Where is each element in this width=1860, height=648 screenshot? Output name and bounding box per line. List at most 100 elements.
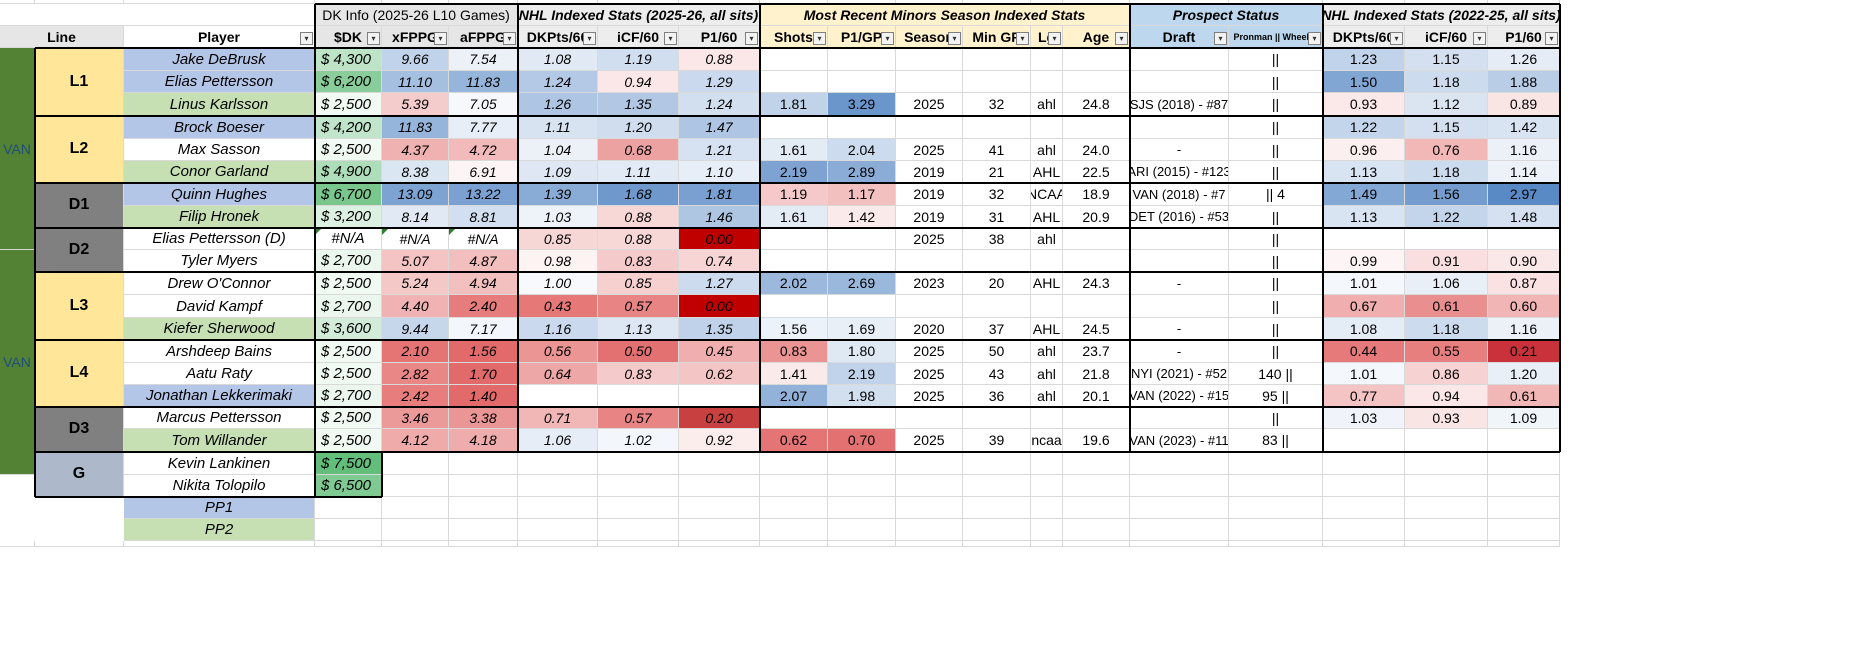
currency-symbol: $ [321, 73, 330, 90]
nhl-past-p160: 1.26 [1488, 48, 1560, 71]
player-name[interactable]: Jonathan Lekkerimaki [124, 385, 315, 407]
team-label: VAN [0, 250, 35, 475]
xfppg-value: 11.10 [382, 71, 449, 93]
filter-dropdown-icon[interactable]: ▾ [1048, 32, 1061, 45]
currency-symbol: $ [321, 297, 330, 315]
pronman-wheeler-value: 83 || [1229, 429, 1323, 452]
dk-salary: #N/A [315, 228, 382, 250]
player-name[interactable]: Tyler Myers [124, 250, 315, 272]
column-header[interactable]: Shots [760, 26, 828, 48]
blank-cell [679, 519, 760, 541]
nhl-past-dkpts60: 1.23 [1323, 48, 1405, 71]
nhl-past-icf60: 1.18 [1405, 318, 1488, 340]
player-name[interactable]: Nikita Tolopilo [124, 475, 315, 497]
player-name[interactable]: PP2 [124, 519, 315, 541]
error-indicator-icon [315, 228, 322, 235]
p1gp-value: 1.98 [828, 385, 896, 407]
border-line [35, 182, 1560, 184]
column-header[interactable]: xFPPG [382, 26, 449, 48]
dk-salary: $2,500 [315, 363, 382, 385]
player-name[interactable]: Linus Karlsson [124, 93, 315, 116]
p1gp-value: 2.69 [828, 272, 896, 295]
filter-dropdown-icon[interactable]: ▾ [503, 32, 516, 45]
player-name[interactable]: PP1 [124, 497, 315, 519]
player-name[interactable]: Kiefer Sherwood [124, 318, 315, 340]
salary-amount: 2,500 [333, 431, 371, 449]
player-name[interactable]: Tom Willander [124, 429, 315, 452]
filter-dropdown-icon[interactable]: ▾ [583, 32, 596, 45]
line-label: D2 [35, 228, 124, 272]
blank-cell [315, 519, 382, 541]
player-name[interactable]: Elias Pettersson (D) [124, 228, 315, 250]
column-header[interactable]: Player [124, 26, 315, 48]
filter-dropdown-icon[interactable]: ▾ [367, 32, 380, 45]
filter-dropdown-icon[interactable]: ▾ [1473, 32, 1486, 45]
nhl-past-icf60: 0.86 [1405, 363, 1488, 385]
column-header[interactable]: iCF/60 [1405, 26, 1488, 48]
nhl-past-icf60 [1405, 452, 1488, 475]
filter-dropdown-icon[interactable]: ▾ [1308, 32, 1321, 45]
shots-value: 2.19 [760, 161, 828, 183]
blank-cell [124, 541, 315, 547]
filter-dropdown-icon[interactable]: ▾ [1016, 32, 1029, 45]
filter-dropdown-icon[interactable]: ▾ [1115, 32, 1128, 45]
season-value: 2025 [896, 363, 963, 385]
player-name[interactable]: David Kampf [124, 295, 315, 318]
min-gp-value: 21 [963, 161, 1031, 183]
filter-dropdown-icon[interactable]: ▾ [745, 32, 758, 45]
filter-dropdown-icon[interactable]: ▾ [664, 32, 677, 45]
column-header[interactable]: Line [0, 26, 124, 48]
filter-dropdown-icon[interactable]: ▾ [948, 32, 961, 45]
blank-cell [35, 541, 124, 547]
draft-value [1130, 452, 1229, 475]
p160-value [679, 452, 760, 475]
player-name[interactable]: Marcus Pettersson [124, 407, 315, 429]
player-name[interactable]: Arshdeep Bains [124, 340, 315, 363]
player-name[interactable]: Aatu Raty [124, 363, 315, 385]
league-value [1031, 452, 1063, 475]
blank-cell [518, 541, 598, 547]
filter-dropdown-icon[interactable]: ▾ [1390, 32, 1403, 45]
column-header[interactable]: P1/60 [679, 26, 760, 48]
league-value [1031, 116, 1063, 139]
filter-dropdown-icon[interactable]: ▾ [300, 32, 313, 45]
column-header[interactable]: Min GP [963, 26, 1031, 48]
pronman-wheeler-value: || [1229, 295, 1323, 318]
border-line [381, 452, 383, 497]
filter-dropdown-icon[interactable]: ▾ [1545, 32, 1558, 45]
player-name[interactable]: Elias Pettersson [124, 71, 315, 93]
min-gp-value: 37 [963, 318, 1031, 340]
blank-cell [1405, 541, 1488, 547]
blank-cell [35, 0, 124, 4]
nhl-past-dkpts60: 0.67 [1323, 295, 1405, 318]
shots-value: 0.62 [760, 429, 828, 452]
player-name[interactable]: Kevin Lankinen [124, 452, 315, 475]
player-name[interactable]: Filip Hronek [124, 206, 315, 228]
afppg-value: 7.77 [449, 116, 518, 139]
player-name[interactable]: Quinn Hughes [124, 183, 315, 206]
nhl-past-dkpts60: 1.08 [1323, 318, 1405, 340]
filter-dropdown-icon[interactable]: ▾ [813, 32, 826, 45]
player-name[interactable]: Drew O'Connor [124, 272, 315, 295]
column-header[interactable]: iCF/60 [598, 26, 679, 48]
salary-amount: 7,500 [333, 454, 371, 472]
column-header[interactable]: DKPts/60 [518, 26, 598, 48]
season-value: 2020 [896, 318, 963, 340]
filter-dropdown-icon[interactable]: ▾ [434, 32, 447, 45]
filter-dropdown-icon[interactable]: ▾ [1214, 32, 1227, 45]
column-header[interactable]: Draft [1130, 26, 1229, 48]
xfppg-value: #N/A [382, 228, 449, 250]
player-name[interactable]: Brock Boeser [124, 116, 315, 139]
draft-value: NYI (2021) - #52 [1130, 363, 1229, 385]
dkpts60-value: 0.98 [518, 250, 598, 272]
player-name[interactable]: Jake DeBrusk [124, 48, 315, 71]
filter-dropdown-icon[interactable]: ▾ [881, 32, 894, 45]
nhl-past-dkpts60: 1.01 [1323, 363, 1405, 385]
player-name[interactable]: Max Sasson [124, 139, 315, 161]
player-name[interactable]: Conor Garland [124, 161, 315, 183]
blank-cell [963, 497, 1031, 519]
pronman-wheeler-value: 140 || [1229, 363, 1323, 385]
min-gp-value [963, 452, 1031, 475]
season-value: 2019 [896, 206, 963, 228]
